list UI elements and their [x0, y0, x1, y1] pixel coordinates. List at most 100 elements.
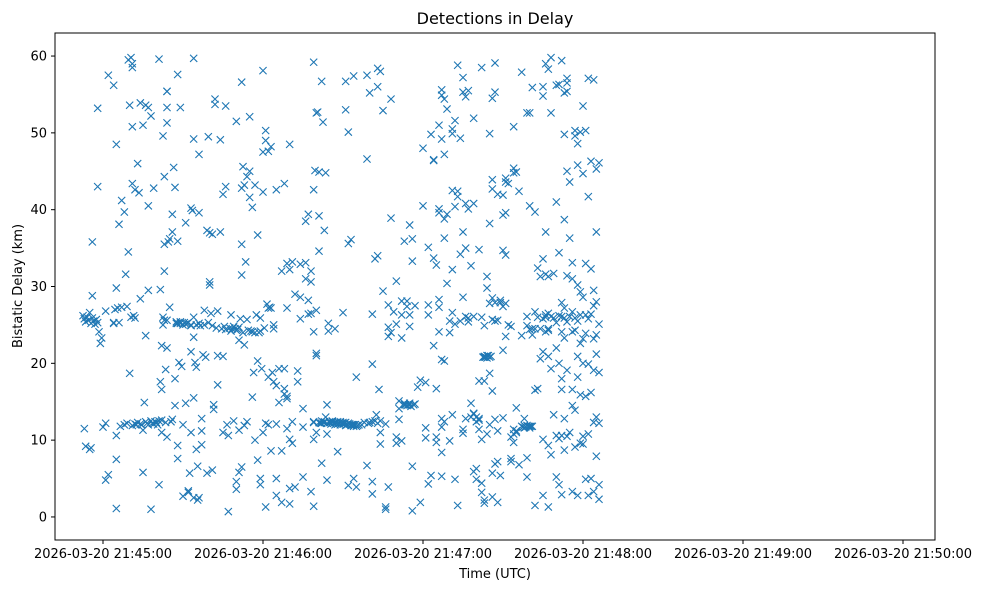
data-point-marker: [491, 317, 499, 326]
data-point-marker: [568, 385, 577, 394]
data-point-marker: [579, 432, 587, 441]
data-point-marker: [571, 443, 579, 452]
data-point-marker: [205, 277, 214, 286]
data-point-marker: [120, 207, 129, 216]
data-point-marker: [139, 121, 147, 130]
data-point-marker: [437, 91, 446, 100]
data-point-marker: [571, 326, 579, 335]
data-point-marker: [248, 393, 257, 402]
data-point-marker: [288, 417, 297, 426]
data-point-marker: [477, 313, 486, 322]
data-point-marker: [381, 505, 390, 514]
data-point-marker: [573, 491, 582, 500]
data-point-marker: [129, 311, 138, 320]
data-point-marker: [568, 258, 577, 267]
data-point-marker: [485, 219, 494, 228]
data-point-marker: [453, 187, 462, 196]
data-point-marker: [187, 204, 195, 213]
plot-area-frame: [54, 32, 936, 541]
data-point-marker: [240, 421, 249, 430]
data-point-marker: [204, 132, 213, 141]
data-point-marker: [480, 376, 489, 385]
data-point-marker: [309, 502, 318, 511]
data-point-marker: [112, 431, 121, 440]
x-tick-label: 2026-03-20 21:49:00: [674, 547, 812, 562]
data-point-marker: [581, 329, 590, 338]
data-point-marker: [539, 435, 547, 444]
data-point-marker: [589, 487, 598, 496]
data-point-marker: [187, 347, 195, 356]
data-point-marker: [469, 312, 478, 321]
data-point-marker: [477, 63, 486, 72]
data-point-marker: [451, 475, 459, 484]
data-point-marker: [424, 479, 433, 488]
data-point-marker: [280, 179, 289, 188]
data-point-marker: [245, 193, 254, 202]
data-point-marker: [440, 214, 449, 223]
data-point-marker: [528, 324, 537, 333]
data-point-marker: [296, 293, 305, 302]
data-point-marker: [368, 417, 377, 426]
data-point-marker: [288, 257, 297, 266]
data-point-marker: [101, 476, 110, 485]
data-point-marker: [531, 501, 539, 510]
data-point-marker: [563, 366, 571, 375]
data-point-marker: [493, 457, 502, 466]
data-point-marker: [453, 61, 462, 70]
data-point-marker: [313, 108, 322, 117]
data-point-marker: [125, 101, 134, 110]
data-point-marker: [595, 320, 603, 329]
data-point-marker: [253, 231, 262, 240]
data-point-marker: [248, 203, 257, 212]
data-point-marker: [573, 317, 582, 326]
data-point-marker: [592, 452, 601, 461]
data-point-marker: [469, 199, 478, 208]
data-point-marker: [233, 325, 242, 334]
data-point-marker: [523, 312, 531, 321]
data-point-marker: [541, 227, 550, 236]
data-point-marker: [283, 424, 291, 433]
data-point-marker: [576, 339, 585, 348]
data-point-marker: [515, 460, 523, 469]
data-point-marker: [131, 185, 139, 194]
data-point-marker: [381, 420, 390, 428]
data-point-marker: [563, 167, 571, 176]
data-point-marker: [171, 401, 179, 410]
data-point-marker: [299, 473, 307, 481]
data-point-marker: [256, 314, 265, 322]
data-point-marker: [136, 294, 145, 303]
data-point-marker: [204, 318, 213, 327]
data-point-marker: [501, 174, 510, 183]
data-point-marker: [493, 426, 502, 435]
data-point-marker: [565, 234, 574, 243]
data-point-marker: [565, 312, 574, 321]
data-point-marker: [205, 280, 214, 289]
data-point-marker: [461, 244, 470, 253]
data-point-marker: [317, 459, 326, 468]
data-point-marker: [592, 413, 601, 422]
data-point-marker: [144, 201, 153, 210]
data-point-marker: [477, 488, 486, 497]
data-point-marker: [240, 340, 249, 349]
data-point-marker: [483, 430, 491, 438]
data-point-marker: [237, 78, 246, 87]
data-point-marker: [264, 147, 273, 156]
data-point-marker: [376, 67, 385, 76]
data-point-marker: [291, 483, 299, 491]
data-point-marker: [491, 415, 499, 424]
data-point-marker: [237, 240, 246, 249]
data-point-marker: [256, 327, 265, 336]
y-tick-label: 20: [30, 357, 47, 372]
y-tick-label: 50: [30, 126, 47, 141]
data-point-marker: [555, 480, 563, 489]
data-point-marker: [141, 331, 150, 340]
data-point-marker: [169, 163, 178, 172]
data-point-marker: [344, 481, 353, 490]
data-point-marker: [592, 330, 601, 339]
data-point-marker: [315, 211, 323, 220]
data-point-marker: [459, 429, 467, 438]
data-point-marker: [429, 341, 438, 350]
data-point-marker: [155, 55, 163, 64]
data-point-marker: [448, 308, 457, 317]
data-point-marker: [557, 385, 566, 394]
